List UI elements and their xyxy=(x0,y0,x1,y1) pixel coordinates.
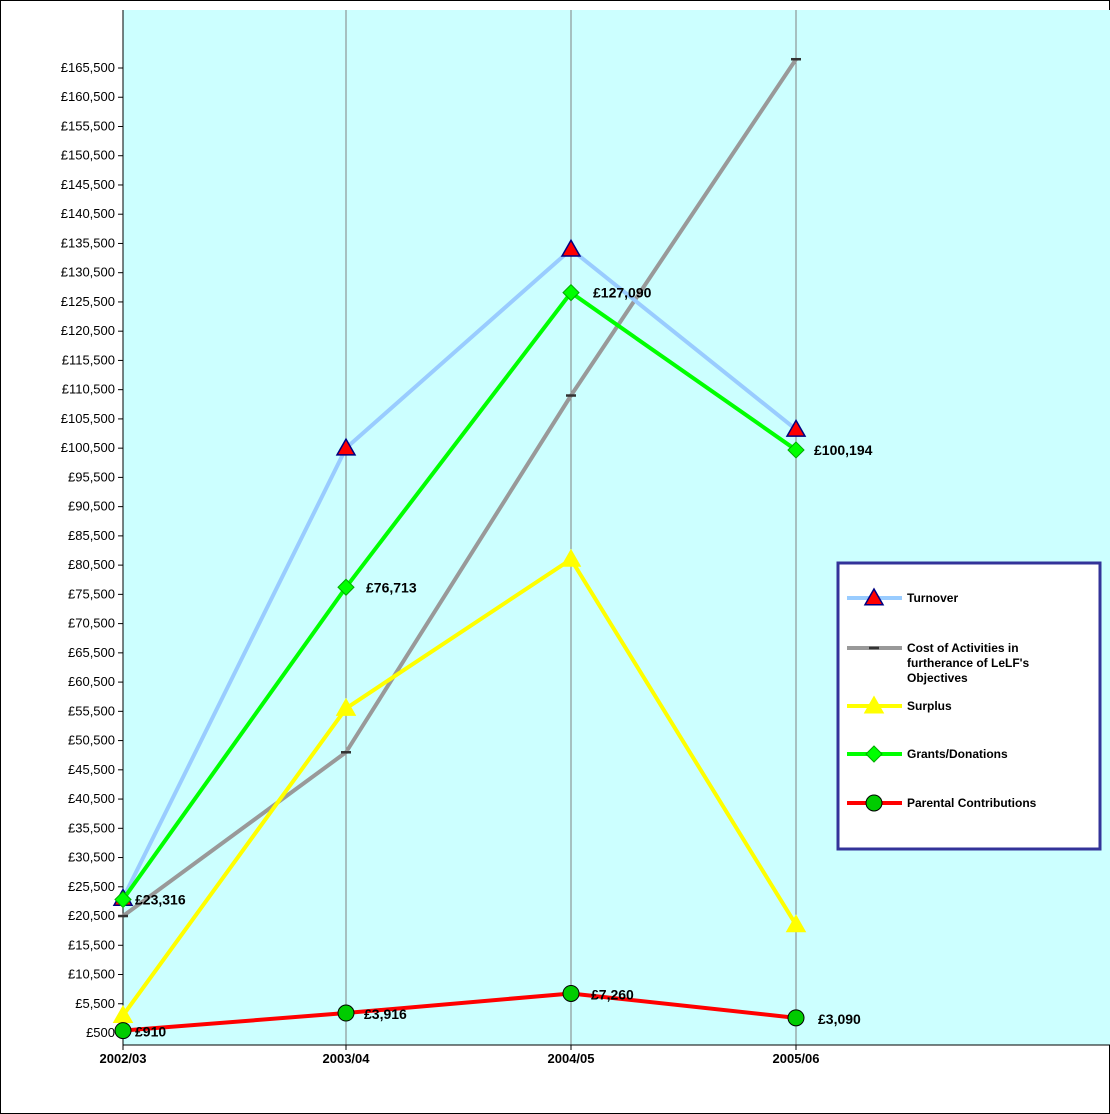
point-grants-donations xyxy=(787,441,805,459)
y-tick-label: £50,500 xyxy=(68,733,115,748)
legend-item-parental-contributions: Parental Contributions xyxy=(847,794,1037,812)
x-tick-label: 2003/04 xyxy=(323,1051,371,1066)
data-label: £910 xyxy=(135,1024,166,1040)
point-surplus xyxy=(785,914,807,933)
x-tick-label: 2005/06 xyxy=(773,1051,820,1066)
legend-label: Surplus xyxy=(907,699,952,713)
series-surplus xyxy=(112,548,807,1023)
legend-swatch-marker xyxy=(865,794,883,812)
data-label: £76,713 xyxy=(366,579,417,595)
point-turnover xyxy=(335,437,357,456)
y-tick-label: £155,500 xyxy=(61,118,115,133)
x-tick-label: 2004/05 xyxy=(548,1051,595,1066)
series-line-cost-of-activities-in-furtherance-of-lelf-s-objectives xyxy=(121,58,798,918)
y-tick-label: £500 xyxy=(86,1025,115,1040)
y-tick-label: £105,500 xyxy=(61,411,115,426)
data-label: £3,916 xyxy=(364,1006,407,1022)
x-tick-label: 2002/03 xyxy=(100,1051,147,1066)
point-parental-contributions xyxy=(114,1022,132,1040)
y-tick-label: £130,500 xyxy=(61,265,115,280)
x-axis: 2002/03 2003/04 2004/05 2005/06 xyxy=(100,1045,820,1066)
data-label: £7,260 xyxy=(591,986,634,1002)
y-tick-label: £35,500 xyxy=(68,820,115,835)
y-tick-label: £55,500 xyxy=(68,703,115,718)
y-tick-label: £150,500 xyxy=(61,148,115,163)
data-labels-parental-contributions: £910 £3,916 £7,260 £3,090 xyxy=(135,986,861,1039)
point-surplus xyxy=(560,548,582,567)
y-tick-label: £115,500 xyxy=(62,352,115,367)
y-tick-label: £85,500 xyxy=(68,528,115,543)
y-tick-label: £40,500 xyxy=(68,791,115,806)
y-tick-label: £100,500 xyxy=(61,440,115,455)
series-grants-donations xyxy=(114,283,805,909)
y-tick-label: £80,500 xyxy=(68,557,115,572)
y-tick-label: £120,500 xyxy=(61,323,115,338)
y-tick-label: £30,500 xyxy=(68,850,115,865)
series-line-turnover xyxy=(121,246,798,900)
series-line-surplus xyxy=(121,556,798,1017)
y-tick-label: £145,500 xyxy=(61,177,115,192)
legend-label: Cost of Activities in furtherance of LeLF… xyxy=(907,641,1030,685)
legend: Turnover Cost of Activities in furtherance… xyxy=(836,561,1102,851)
legend-item-grants-donations: Grants/Donations xyxy=(847,745,1008,763)
point-grants-donations xyxy=(114,890,132,909)
plot-area xyxy=(123,10,1110,1045)
point-parental-contributions xyxy=(562,984,580,1002)
series-cost-of-activities-in-furtherance-of-lelf-s-objectives xyxy=(118,57,801,918)
point-turnover xyxy=(560,238,582,257)
y-tick-label: £135,500 xyxy=(61,235,115,250)
legend-swatch-marker xyxy=(863,587,885,606)
y-tick-label: £75,500 xyxy=(68,586,115,601)
legend-item-cost-of-activities-in-furtherance-of-lelf-s-objectives: Cost of Activities in furtherance of LeLF… xyxy=(847,641,1030,685)
y-tick-label: £95,500 xyxy=(68,469,115,484)
legend-item-turnover: Turnover xyxy=(847,587,958,606)
y-tick-label: £90,500 xyxy=(68,499,115,514)
data-label: £3,090 xyxy=(818,1011,861,1027)
series-turnover xyxy=(112,238,807,906)
y-tick-label: £45,500 xyxy=(68,762,115,777)
y-tick-label: £25,500 xyxy=(68,879,115,894)
y-axis: £500 £5,500 £10,500 £15,500 £20,500 £25,500 £3… xyxy=(61,60,123,1040)
data-labels-grants-donations: £23,316 £76,713 £127,090 £100,194 xyxy=(135,285,873,908)
y-tick-label: £65,500 xyxy=(68,645,115,660)
y-tick-label: £160,500 xyxy=(61,89,115,104)
point-turnover xyxy=(785,418,807,437)
legend-label: Turnover xyxy=(907,591,958,605)
series-line-grants-donations xyxy=(121,289,798,901)
y-tick-label: £125,500 xyxy=(61,294,115,309)
point-grants-donations xyxy=(337,578,355,596)
point-parental-contributions xyxy=(337,1004,355,1022)
y-tick-label: £165,500 xyxy=(61,60,115,75)
y-tick-label: £15,500 xyxy=(68,937,115,952)
data-label: £127,090 xyxy=(593,285,652,301)
legend-swatch-marker xyxy=(863,695,885,714)
series-line-parental-contributions xyxy=(122,991,797,1033)
legend-item-surplus: Surplus xyxy=(847,695,952,714)
data-label: £100,194 xyxy=(814,442,873,458)
y-tick-label: £110,500 xyxy=(62,382,115,397)
y-tick-label: £20,500 xyxy=(68,908,115,923)
point-grants-donations xyxy=(562,283,580,302)
legend-swatch-marker xyxy=(865,745,883,763)
y-tick-label: £60,500 xyxy=(68,674,115,689)
point-parental-contributions xyxy=(787,1009,805,1027)
series-parental-contributions xyxy=(114,984,805,1040)
legend-label: Parental Contributions xyxy=(907,796,1037,810)
y-tick-label: £140,500 xyxy=(61,206,115,221)
y-tick-label: £70,500 xyxy=(68,616,115,631)
point-surplus xyxy=(335,697,357,716)
legend-label: Grants/Donations xyxy=(907,747,1008,761)
data-label: £23,316 xyxy=(135,892,186,908)
y-tick-label: £10,500 xyxy=(68,967,115,982)
y-tick-label: £5,500 xyxy=(75,996,115,1011)
